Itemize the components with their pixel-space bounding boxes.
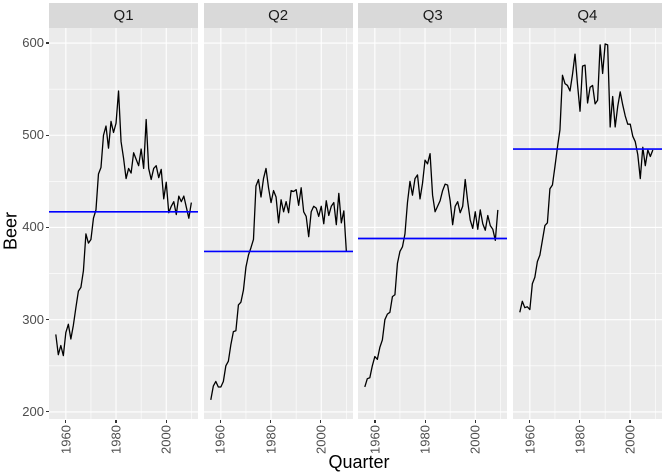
x-tick-mark <box>529 419 531 423</box>
y-tick-mark <box>45 319 49 321</box>
y-tick-mark <box>45 411 49 413</box>
x-tick-mark <box>219 419 222 423</box>
facet-plot-q4 <box>512 28 662 419</box>
x-tick-label: 1960 <box>522 425 538 454</box>
x-tick-label: 1980 <box>108 425 124 454</box>
facet-panel-q4 <box>512 28 662 419</box>
x-tick-label: 1980 <box>417 425 433 454</box>
x-axis-title: Quarter <box>328 452 390 472</box>
x-tick-label: 1960 <box>58 425 74 454</box>
facet-strip-q1: Q1 <box>49 3 199 28</box>
y-tick-mark <box>45 226 49 229</box>
x-tick-mark <box>579 419 581 423</box>
facet-plot-q1 <box>49 28 199 419</box>
x-tick-mark <box>474 419 477 423</box>
y-tick-label: 300 <box>22 311 44 327</box>
y-tick-label: 200 <box>22 403 44 419</box>
beer-series-line-q1 <box>55 90 192 357</box>
x-tick-mark <box>629 419 631 423</box>
facet-panel-q2 <box>203 28 353 419</box>
facet-strip-q3: Q3 <box>358 3 508 28</box>
facet-plot-q2 <box>203 28 353 419</box>
facet-panel-q3 <box>358 28 508 419</box>
x-tick-mark <box>270 419 272 423</box>
x-tick-label: 2000 <box>313 425 329 454</box>
facet-strip-q2: Q2 <box>203 3 353 28</box>
x-tick-label: 2000 <box>622 425 638 454</box>
x-tick-mark <box>65 419 67 423</box>
x-tick-mark <box>320 419 322 423</box>
beer-series-line-q2 <box>209 167 347 401</box>
y-tick-label: 500 <box>22 127 44 143</box>
y-tick-label: 400 <box>22 219 44 235</box>
y-tick-mark <box>45 42 49 44</box>
x-tick-mark <box>115 419 117 423</box>
x-tick-mark <box>165 419 167 423</box>
facet-plot-q3 <box>358 28 508 419</box>
x-tick-label: 1960 <box>212 425 228 454</box>
x-tick-mark <box>424 419 426 423</box>
x-tick-label: 1980 <box>263 425 279 454</box>
beer-series-line-q3 <box>364 153 499 388</box>
x-tick-label: 1960 <box>367 425 383 454</box>
beer-series-line-q4 <box>518 43 654 313</box>
x-tick-label: 2000 <box>467 425 483 454</box>
facet-panel-q1 <box>49 28 199 419</box>
x-tick-mark <box>374 419 376 423</box>
facet-strip-q4: Q4 <box>512 3 662 28</box>
y-tick-mark <box>45 134 49 136</box>
x-tick-label: 1980 <box>572 425 588 454</box>
y-tick-label: 600 <box>22 35 44 51</box>
x-tick-label: 2000 <box>158 425 174 454</box>
